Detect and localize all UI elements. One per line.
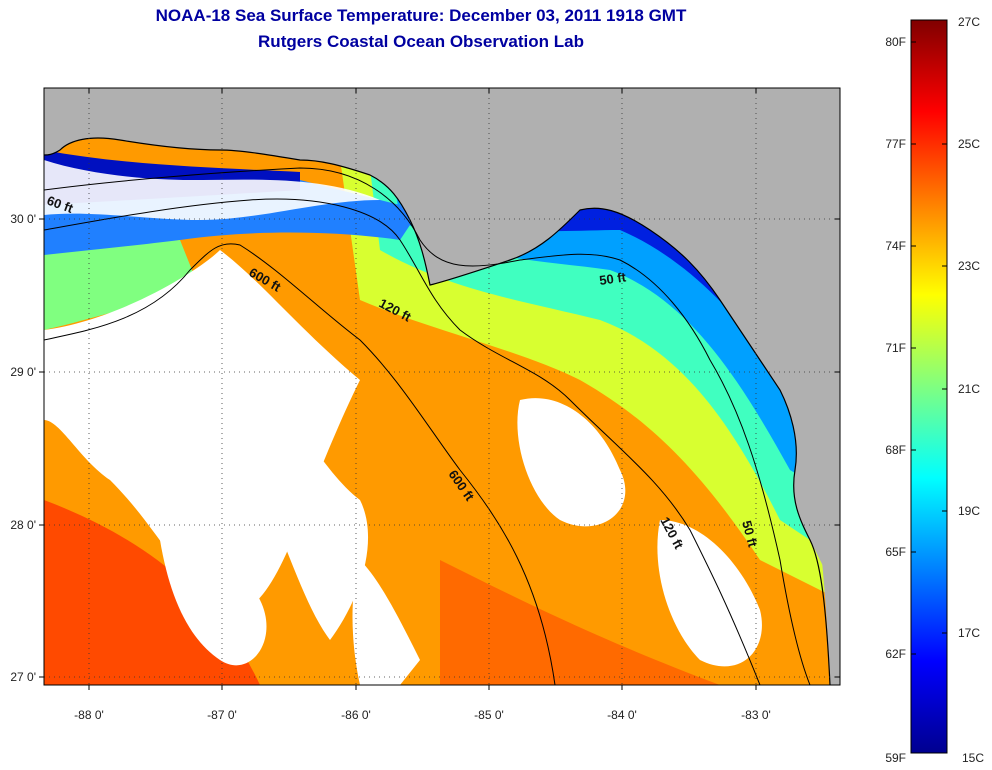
mid-sst-region: [44, 240, 200, 330]
contour-label-50ft: 50 ft: [739, 519, 761, 549]
lon-label: -88 0': [74, 708, 104, 722]
axis-ticks: [39, 88, 840, 690]
colorbar-f-label: 68F: [885, 443, 906, 457]
colorbar-c-label: 27C: [958, 15, 980, 29]
lon-label: -83 0': [741, 708, 771, 722]
colorbar-f-label: 59F: [885, 751, 906, 765]
land-mass: [44, 88, 840, 600]
colorbar-f-label: 62F: [885, 647, 906, 661]
cloud-cover: [517, 398, 626, 527]
coastline: [44, 137, 831, 685]
cloud-cover: [250, 380, 369, 640]
lon-label: -86 0': [341, 708, 371, 722]
land-mass: [820, 530, 840, 685]
colorbar-f-label: 65F: [885, 545, 906, 559]
lat-label: 30 0': [10, 212, 36, 226]
lon-label: -87 0': [207, 708, 237, 722]
contour-label-50ft: 50 ft: [598, 269, 627, 288]
map-subtitle: Rutgers Coastal Ocean Observation Lab: [258, 32, 584, 51]
cloud-cover: [160, 534, 267, 666]
contour-600ft: [44, 243, 556, 685]
cloud-cover: [657, 520, 762, 667]
map-title: NOAA-18 Sea Surface Temperature: Decembe…: [155, 6, 687, 25]
colorbar: [910, 19, 948, 754]
colorbar-f-label: 80F: [885, 35, 906, 49]
colorbar-f-label: 77F: [885, 137, 906, 151]
colorbar-c-label: 25C: [958, 137, 980, 151]
cloud-cover: [352, 560, 420, 685]
lat-label: 29 0': [10, 365, 36, 379]
colorbar-f-label: 71F: [885, 341, 906, 355]
lon-label: -84 0': [607, 708, 637, 722]
lat-label: 27 0': [10, 670, 36, 684]
colorbar-c-label: 15C: [962, 751, 984, 765]
colorbar-c-label: 21C: [958, 382, 980, 396]
lon-label: -85 0': [474, 708, 504, 722]
contour-50ft: [44, 167, 811, 685]
colorbar-c-label: 17C: [958, 626, 980, 640]
cloud-cover: [44, 160, 380, 220]
colorbar-f-label: 74F: [885, 239, 906, 253]
contour-120ft: [44, 198, 761, 685]
colorbar-c-label: 23C: [958, 259, 980, 273]
colorbar-c-label: 19C: [958, 504, 980, 518]
colorbar-ticks: [911, 19, 947, 655]
map-frame: [43, 87, 841, 686]
warm-sst-region: [440, 560, 720, 685]
lat-label: 28 0': [10, 518, 36, 532]
